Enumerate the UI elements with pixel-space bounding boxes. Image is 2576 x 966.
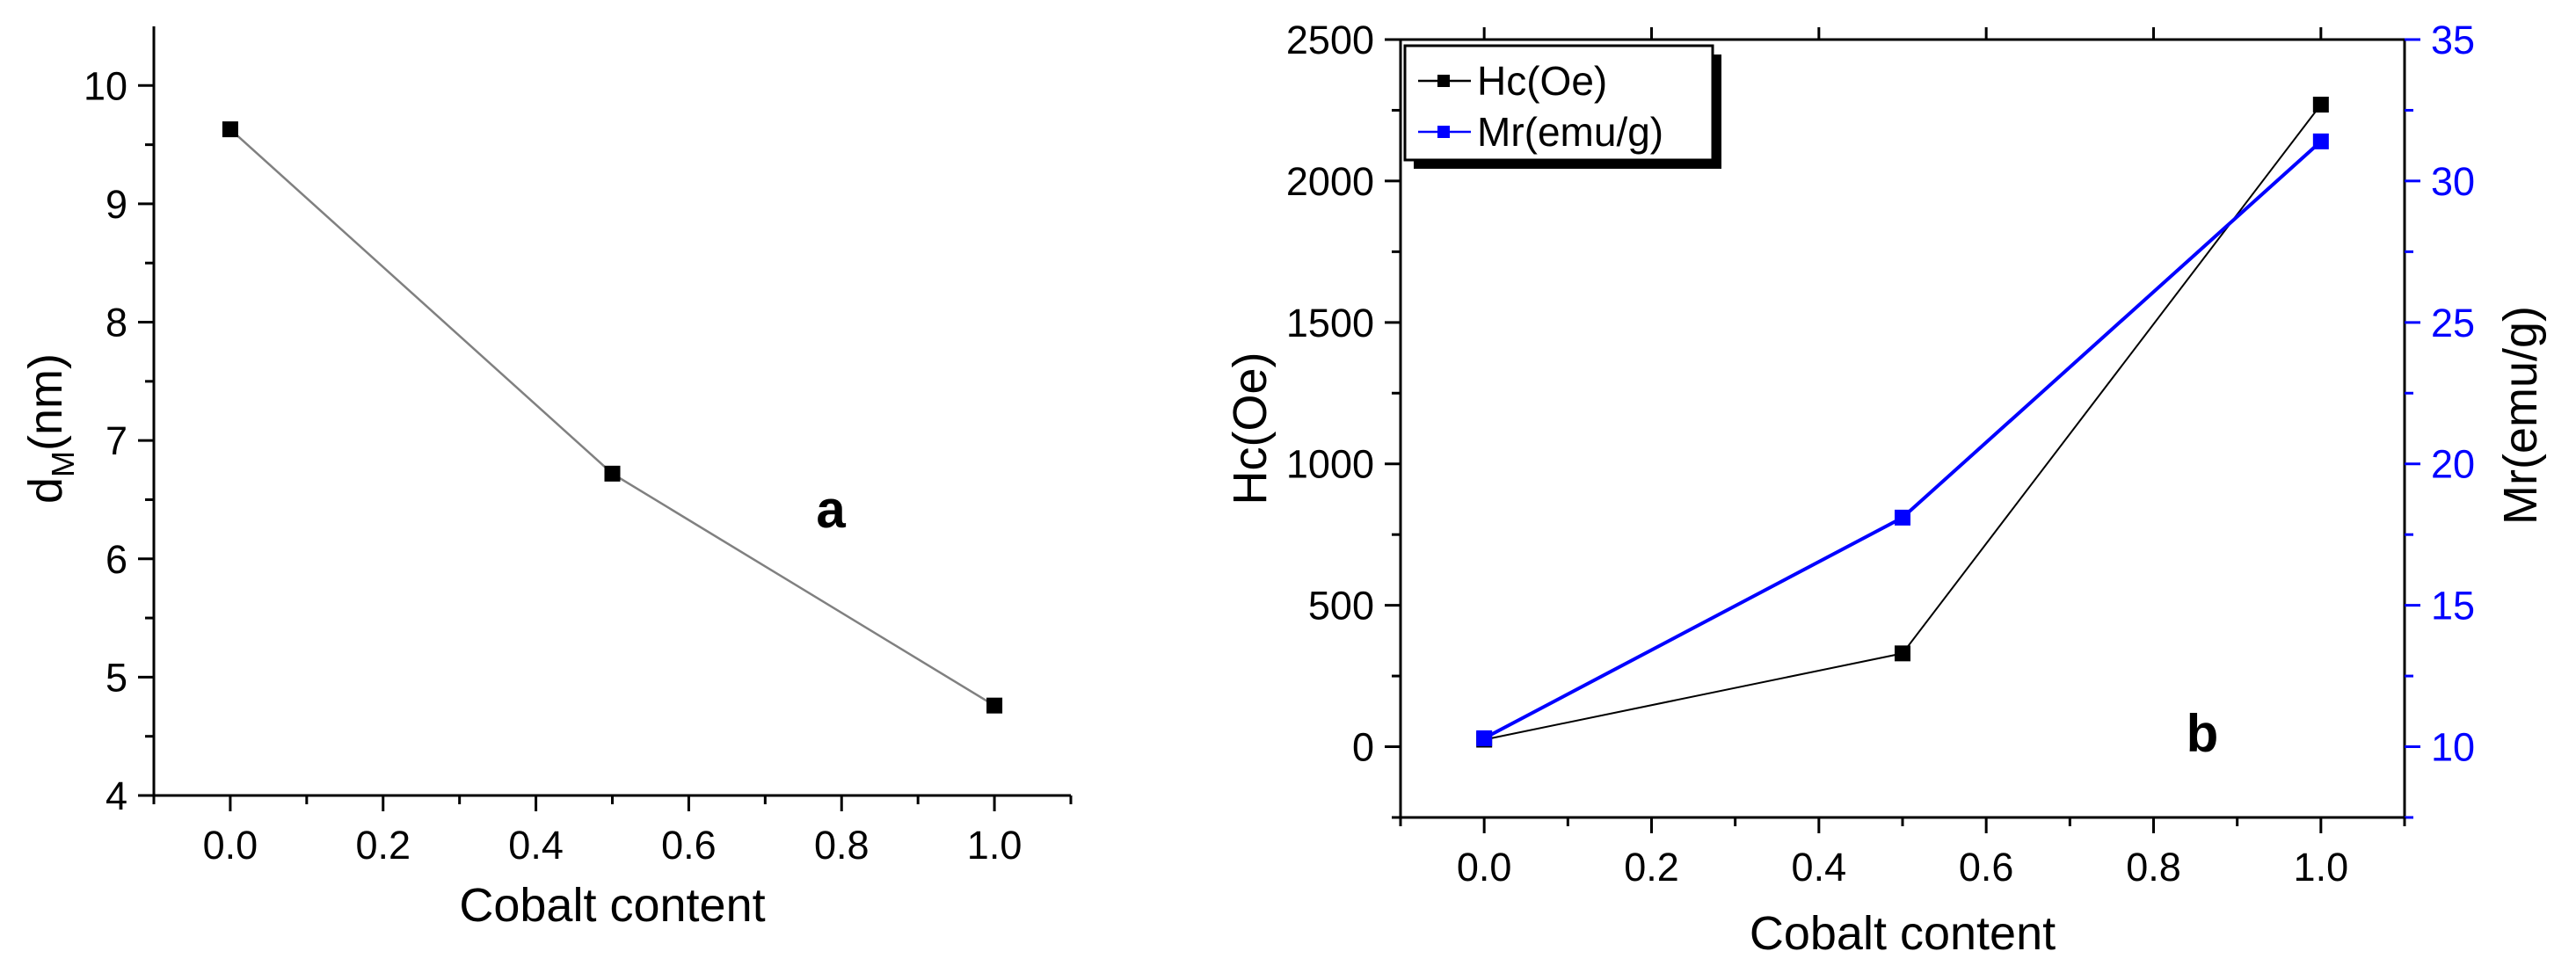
panel-b-x-tick-label: 0.2 [1624,845,1679,890]
panel-a-y-tick-label: 5 [106,655,127,700]
panel-b-data-point-mr [1476,730,1493,746]
panel-b-series-line-hc [1483,104,2322,741]
panel-b-x-tick-label: 1.0 [2294,845,2349,890]
panel-a-y-tick-label: 6 [106,537,127,582]
panel-b-right-tick-label: 15 [2431,584,2475,628]
panel-b-data-point-hc [2312,97,2329,113]
panel-b-left-tick-label: 1000 [1286,442,1374,487]
panel-b-data-point-mr [2312,133,2329,149]
panel-a-data-point [222,121,238,138]
panel-b-left-tick-label: 2000 [1286,159,1374,204]
panel-a-x-axis-title: Cobalt content [459,879,765,932]
panel-a-y-axis-title: dM(nm) [19,353,81,504]
panel-b-right-tick-label: 35 [2431,18,2475,62]
panel-a: 4 5 6 7 8 9 10 0.0 0.2 0.4 0.6 0.8 1.0 Cobalt content… [19,26,1073,932]
panel-a-data-point [604,465,621,482]
panel-b-left-tick-label: 1500 [1286,301,1374,345]
panel-b-right-tick-label: 30 [2431,159,2475,204]
legend-entry-label: Hc(Oe) [1477,58,1607,104]
panel-a-x-tick-label: 0.4 [508,823,564,868]
panel-a-data-point [986,697,1003,714]
panel-b-left-tick-label: 2500 [1286,18,1374,62]
panel-a-y-tick-label: 4 [106,774,127,818]
panel-b-label: b [2187,704,2219,763]
panel-b-x-tick-label: 0.4 [1792,845,1847,890]
panel-a-series-line [229,128,995,707]
panel-a-x-tick-label: 0.2 [355,823,411,868]
panel-a-y-axis-title-sub: M [45,451,81,477]
panel-b-x-axis-title: Cobalt content [1750,907,2056,960]
panel-b-right-tick-label: 25 [2431,301,2475,345]
legend-swatch-marker [1437,75,1450,87]
panel-a-x-tick-label: 1.0 [967,823,1022,868]
panel-b-left-axis-title: Hc(Oe) [1224,352,1277,505]
panel-a-x-tick-label: 0.0 [203,823,258,868]
panel-a-y-tick-label: 8 [106,301,127,345]
panel-b-x-tick-label: 0.0 [1457,845,1512,890]
panel-b-x-tick-label: 0.6 [1959,845,2014,890]
panel-b-x-tick-label: 0.8 [2126,845,2181,890]
panel-a-label: a [816,480,846,539]
legend-entry-label: Mr(emu/g) [1477,109,1663,155]
panel-a-y-tick-label: 10 [84,63,127,108]
panel-b-data-point-hc [1895,645,1910,662]
panel-a-y-axis-title-main: d [19,477,72,504]
panel-b-left-tick-label: 0 [1352,725,1374,770]
panel-b: 0 500 1000 1500 2000 2500 10 15 20 25 30 35 0.0 0.2 0.… [1224,18,2547,960]
panel-b-left-tick-label: 500 [1308,584,1374,628]
panel-a-y-axis-title-unit: (nm) [19,353,72,451]
panel-a-x-tick-label: 0.8 [814,823,870,868]
legend-swatch-marker [1437,126,1450,138]
panel-b-data-point-mr [1895,509,1910,526]
legend-box [1403,44,1714,162]
panel-a-y-tick-label: 7 [106,418,127,463]
panel-a-y-tick-label: 9 [106,182,127,227]
panel-b-right-axis-title: Mr(emu/g) [2494,306,2547,525]
panel-b-right-tick-label: 10 [2431,725,2475,770]
panel-a-x-tick-label: 0.6 [661,823,717,868]
panel-b-right-tick-label: 20 [2431,442,2475,487]
